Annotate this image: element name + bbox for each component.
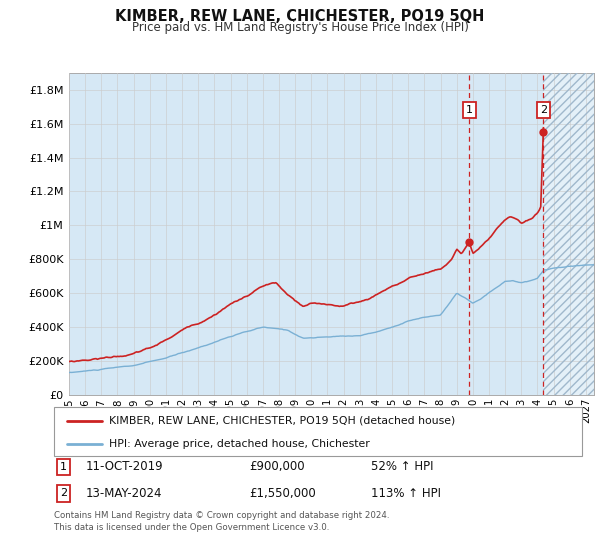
Text: Contains HM Land Registry data © Crown copyright and database right 2024.
This d: Contains HM Land Registry data © Crown c… <box>54 511 389 531</box>
Text: 2: 2 <box>540 105 547 115</box>
Text: 13-MAY-2024: 13-MAY-2024 <box>86 487 162 500</box>
Text: 113% ↑ HPI: 113% ↑ HPI <box>371 487 441 500</box>
Text: 1: 1 <box>466 105 473 115</box>
Text: 11-OCT-2019: 11-OCT-2019 <box>86 460 163 473</box>
Text: KIMBER, REW LANE, CHICHESTER, PO19 5QH (detached house): KIMBER, REW LANE, CHICHESTER, PO19 5QH (… <box>109 416 455 426</box>
Text: HPI: Average price, detached house, Chichester: HPI: Average price, detached house, Chic… <box>109 439 370 449</box>
Text: 52% ↑ HPI: 52% ↑ HPI <box>371 460 433 473</box>
Text: £1,550,000: £1,550,000 <box>250 487 316 500</box>
Text: KIMBER, REW LANE, CHICHESTER, PO19 5QH: KIMBER, REW LANE, CHICHESTER, PO19 5QH <box>115 9 485 24</box>
Text: Price paid vs. HM Land Registry's House Price Index (HPI): Price paid vs. HM Land Registry's House … <box>131 21 469 34</box>
Text: 1: 1 <box>60 461 67 472</box>
Text: 2: 2 <box>60 488 67 498</box>
Text: £900,000: £900,000 <box>250 460 305 473</box>
